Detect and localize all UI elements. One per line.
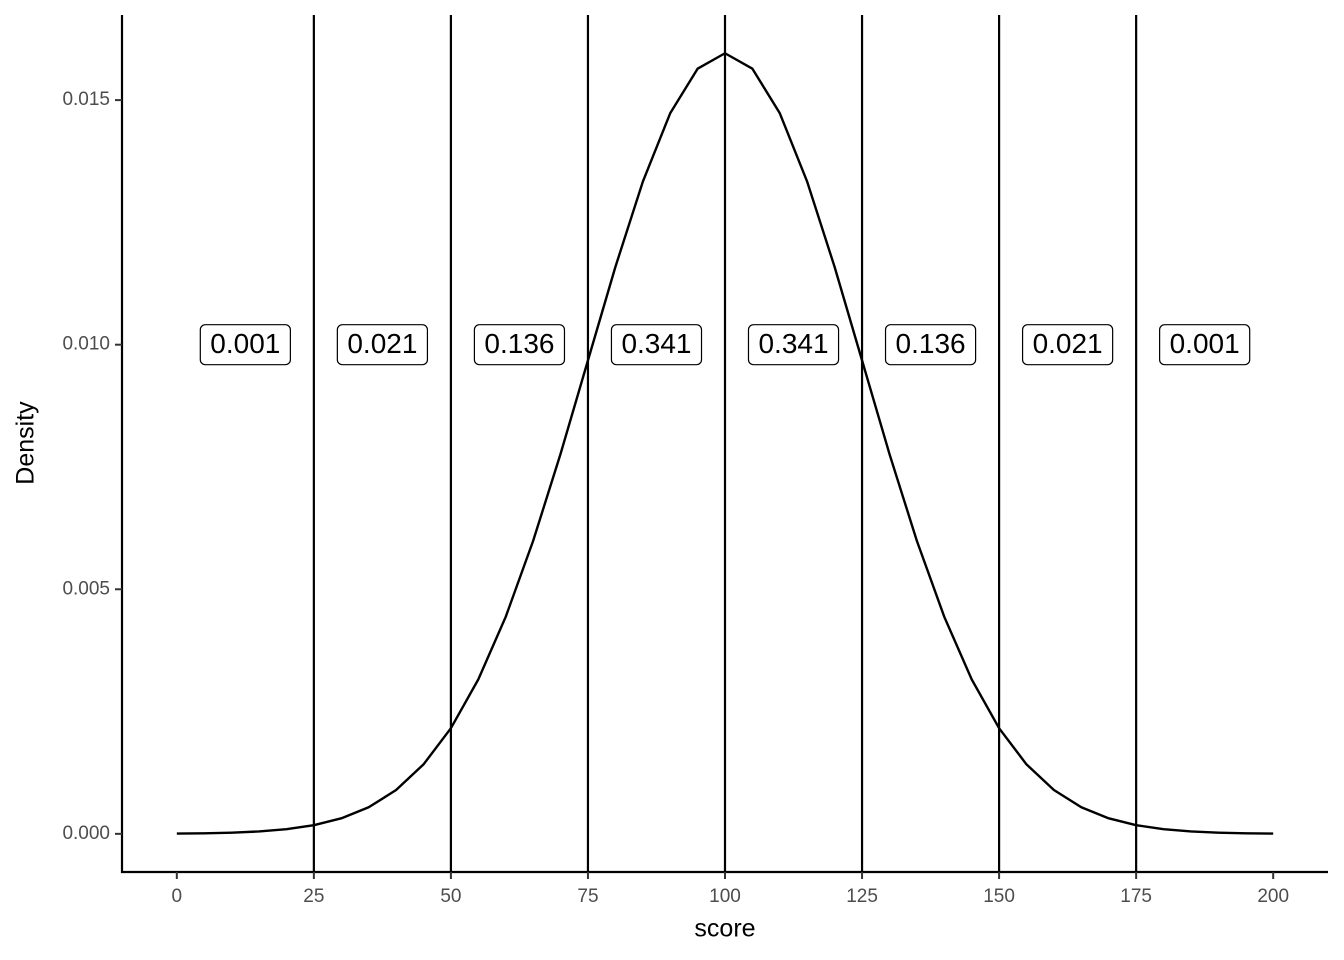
x-tick-label: 0	[172, 886, 183, 907]
label-box	[610, 324, 703, 366]
label-text: 0.136	[484, 328, 554, 359]
label-box	[747, 324, 840, 366]
y-tick-label: 0.000	[62, 823, 110, 844]
y-tick-label: 0.005	[62, 578, 110, 599]
label-text: 0.001	[210, 328, 280, 359]
label-box	[1159, 324, 1251, 366]
label-box	[336, 324, 429, 366]
x-tick-label: 200	[1257, 886, 1289, 907]
x-tick-label: 175	[1120, 886, 1152, 907]
y-tick-label: 0.010	[62, 334, 110, 355]
x-tick-label: 25	[303, 886, 324, 907]
x-axis-title: score	[694, 915, 755, 943]
label-text: 0.021	[1033, 328, 1103, 359]
density-line	[176, 52, 1274, 835]
label-box	[1021, 324, 1114, 366]
label-text: 0.341	[758, 328, 828, 359]
label-text: 0.001	[1170, 328, 1240, 359]
label-text: 0.021	[347, 328, 417, 359]
x-tick-label: 100	[709, 886, 741, 907]
label-text: 0.341	[621, 328, 691, 359]
x-tick-label: 125	[846, 886, 878, 907]
label-text: 0.136	[896, 328, 966, 359]
y-axis-title: Density	[12, 401, 40, 485]
label-box	[473, 324, 566, 366]
x-tick-label: 150	[983, 886, 1015, 907]
x-tick-label: 75	[577, 886, 598, 907]
label-box	[884, 324, 977, 366]
x-tick-label: 50	[440, 886, 461, 907]
y-tick-label: 0.015	[62, 89, 110, 110]
label-box	[199, 324, 291, 366]
